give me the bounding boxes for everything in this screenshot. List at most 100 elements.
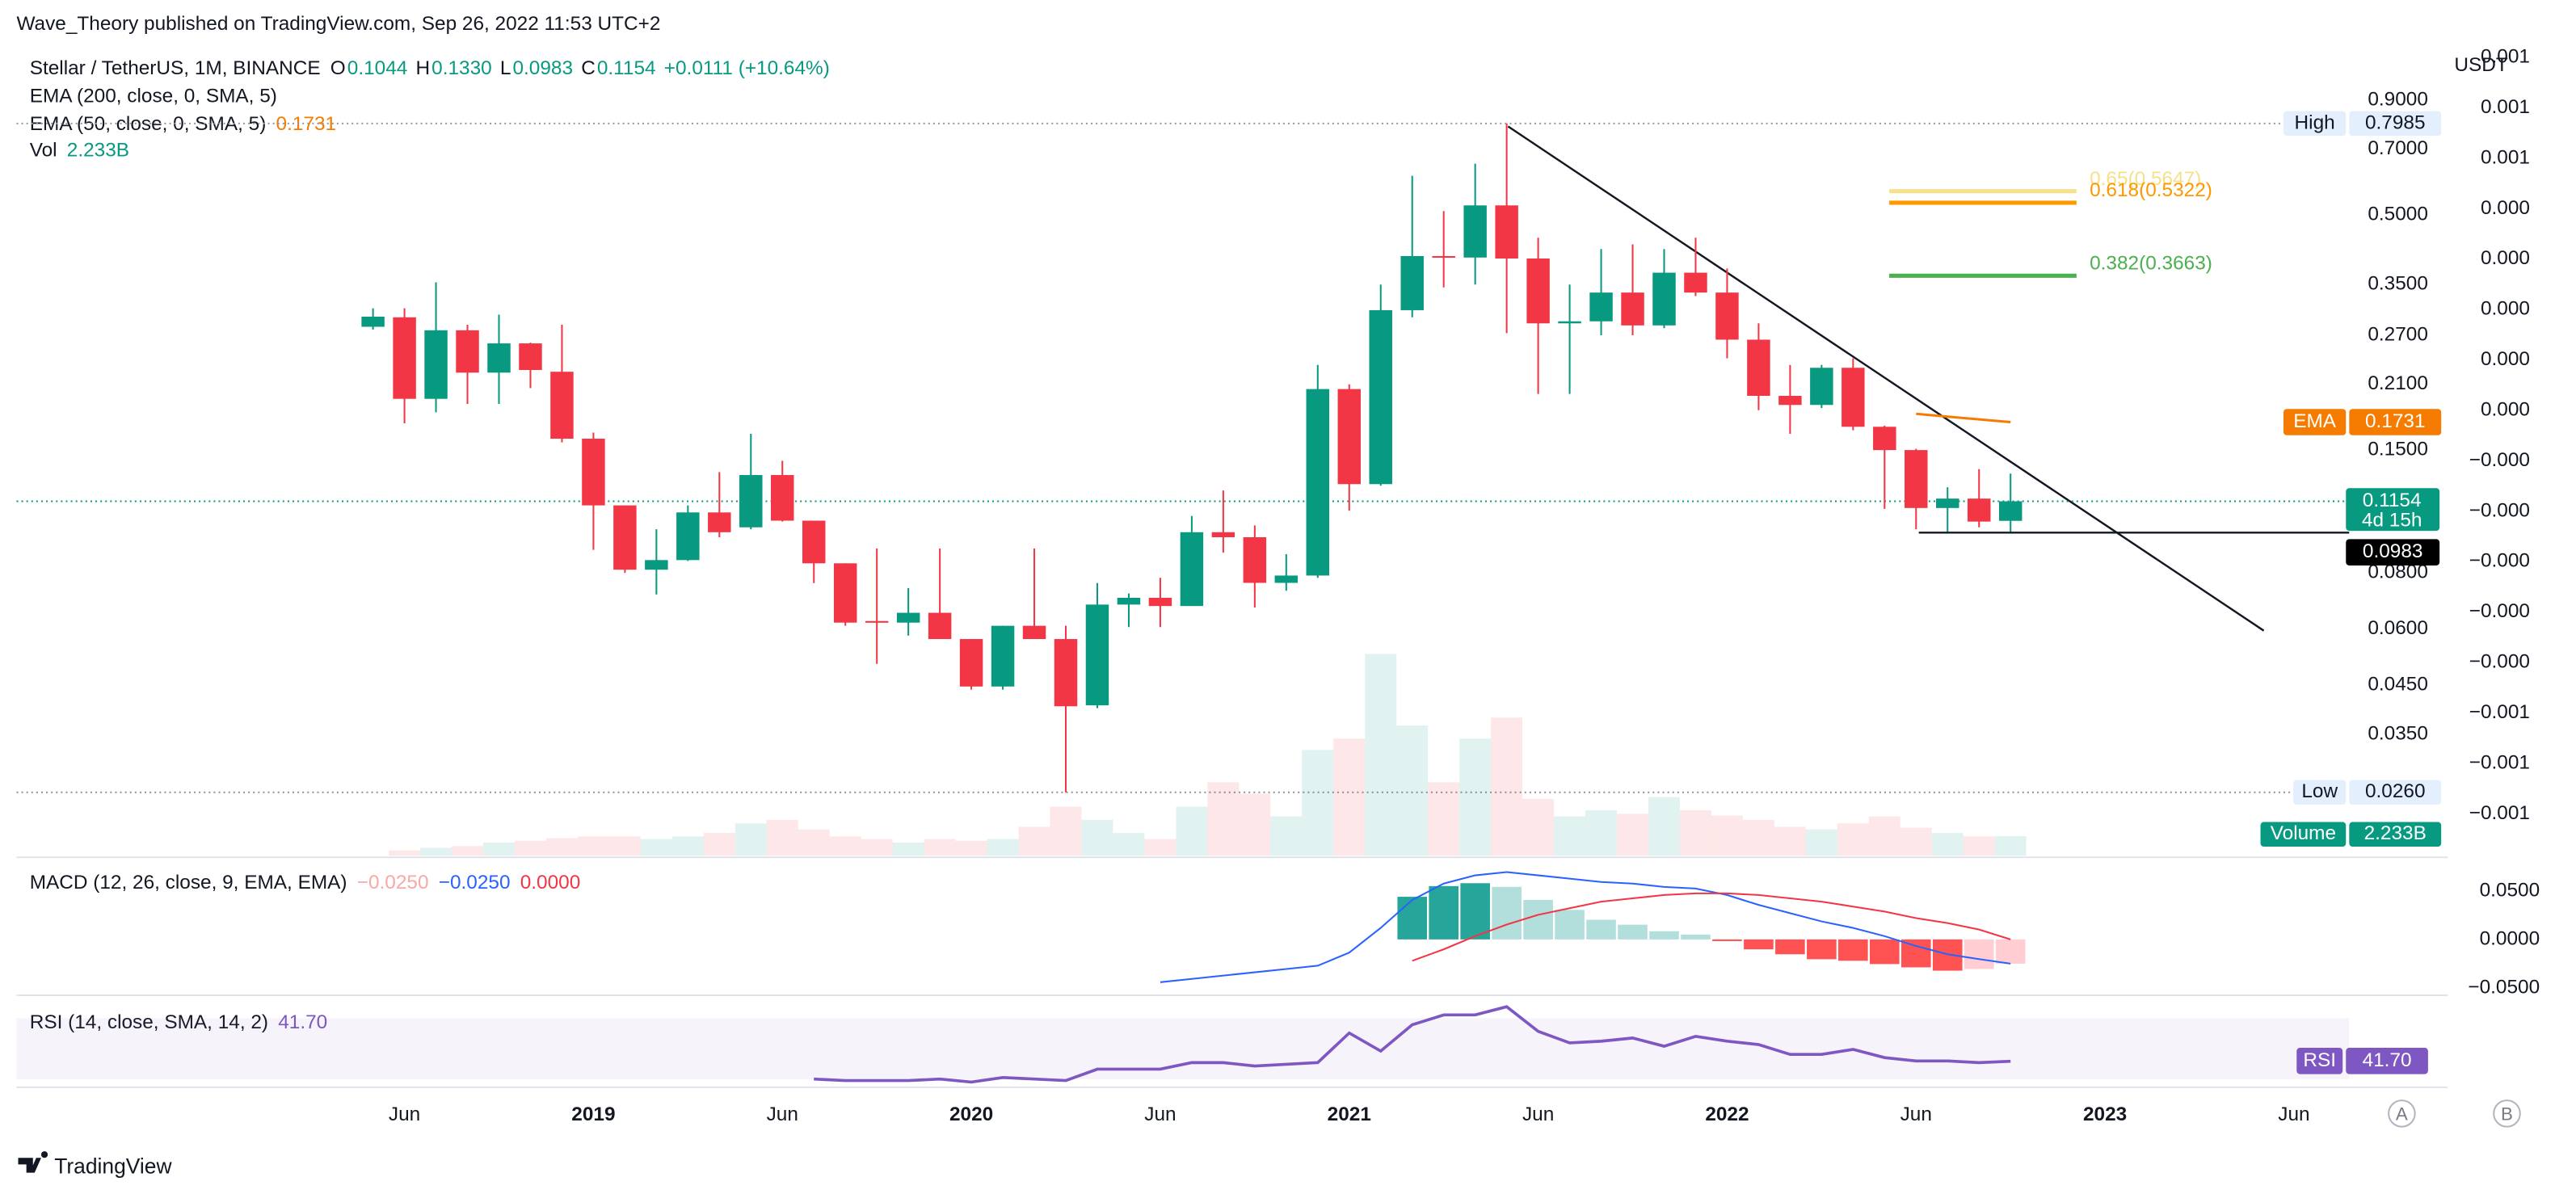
legend-text: MACD (12, 26, close, 9, EMA, EMA) [30,872,347,893]
y2-tick-label: 0.001 [2481,46,2530,68]
high-label-box [2283,111,2347,137]
tradingview-logo [18,1151,48,1173]
volume-bar [420,847,452,856]
candle-body [1967,498,1991,522]
rsi-value: 41.70 [2363,1049,2412,1071]
rsi-label: RSI [2303,1049,2336,1071]
candle-body [1211,532,1235,538]
candle-body [928,612,952,640]
candle-body [1810,368,1833,406]
x-tick-label: 2022 [1705,1104,1749,1125]
x-tick-label: Jun [1144,1104,1176,1125]
ema-label-box [2283,409,2347,435]
candle-body [1369,309,1392,485]
scale-button[interactable] [2493,1099,2521,1128]
macd-tick-label: 0.0500 [2480,879,2540,901]
x-tick-label: 2021 [1328,1104,1371,1125]
x-tick-label: 2019 [571,1104,615,1125]
volume-label-box [2260,822,2347,847]
macd-histogram-bar [1460,883,1490,940]
y-tick-label: 0.1500 [2368,439,2428,460]
candle-body [645,560,668,570]
volume-value-box [2349,822,2442,847]
candle-body [582,439,605,506]
y2-tick-label: 0.000 [2481,247,2530,269]
rsi-value-box [2346,1048,2428,1074]
volume-bar [1113,833,1145,856]
candle-body [519,343,542,371]
volume-bar [608,836,641,856]
y2-tick-label: −0.001 [2469,802,2530,824]
volume-bar [482,842,515,856]
macd-histogram-bar [1744,939,1774,950]
macd-histogram-bar [1681,934,1711,940]
candle-body [708,512,731,532]
macd-histogram-bar [1995,939,2026,964]
candle-body [550,372,574,439]
macd-tick-label: 0.0000 [2480,927,2540,949]
macd-histogram-bar [1807,939,1837,960]
legend-text: Vol [30,139,57,161]
x-tick-label: Jun [1900,1104,1932,1125]
logo-icon [18,1151,48,1173]
y2-tick-label: 0.000 [2481,197,2530,219]
volume-label: Volume [2271,822,2336,844]
macd-histogram-bar [1555,910,1585,940]
candle-body [676,512,700,561]
macd-line [1160,871,2011,983]
candle-body [959,639,983,687]
legend-text: +0.0111 (+10.64%) [664,57,830,79]
scale-button[interactable] [2388,1099,2416,1128]
candle-body [1715,292,1739,340]
candle-body [1652,272,1676,326]
candle-body [1873,427,1896,451]
x-tick-label: Jun [2278,1104,2309,1125]
volume-bar [1711,815,1743,856]
candle-body [1747,339,1770,397]
candle-body [1022,625,1046,640]
volume-bar [734,823,767,856]
volume-bar [1679,809,1711,856]
volume-bar [892,842,924,856]
volume-bar [1270,816,1303,856]
y2-tick-label: −0.000 [2469,651,2530,673]
macd-histogram-bar [1523,900,1553,940]
candle-body [1463,205,1487,258]
fib-label: 0.618(0.5322) [2090,179,2212,201]
volume-bar [1774,826,1806,856]
volume-bar [1554,816,1586,856]
macd-histogram-bar [1586,919,1616,940]
volume-bar [577,836,609,856]
y2-tick-label: 0.000 [2481,398,2530,420]
volume-bar [798,829,830,856]
candle-body [865,620,889,623]
volume-bar [1365,654,1397,856]
volume-bar [514,840,546,856]
scale-button-label[interactable]: A [2396,1104,2408,1124]
last-low-box [2346,539,2440,565]
legend-text: 2.233B [67,139,129,161]
legend-text: 0.1731 [276,113,337,135]
macd-histogram-bar [1492,886,1522,940]
y2-tick-label: −0.001 [2469,701,2530,723]
y-tick-label: 0.3500 [2368,273,2428,295]
ema-line [1916,412,2011,424]
rsi-line [814,1005,2011,1084]
candle-body [1432,255,1455,259]
volume-bar [1837,823,1869,856]
candle-body [1589,292,1613,322]
macd-histogram-bar [1838,939,1868,961]
macd-histogram-bar [1429,885,1458,940]
scale-button-label[interactable]: B [2501,1104,2513,1124]
candle-body [456,330,479,373]
ema-label: EMA [2293,410,2337,432]
y-tick-label: 0.0350 [2368,722,2428,744]
y2-tick-label: −0.001 [2469,751,2530,773]
candle-body [1117,597,1141,605]
candle-body [1684,272,1707,293]
signal-line [1412,892,2011,962]
candle-body [1526,258,1550,324]
y-tick-label: 0.7000 [2368,137,2428,159]
y-tick-label: 0.9000 [2368,88,2428,110]
y-tick-label: 0.2100 [2368,372,2428,394]
